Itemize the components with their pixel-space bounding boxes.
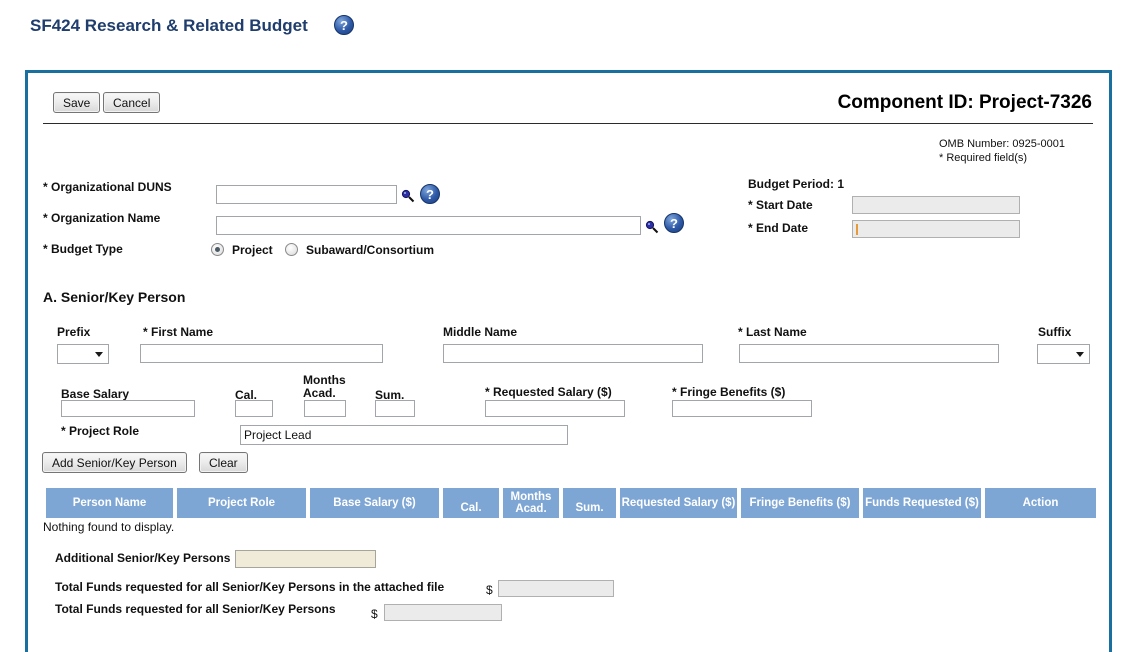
divider bbox=[43, 123, 1093, 124]
cal-input[interactable] bbox=[235, 400, 273, 417]
attached-total-label: Total Funds requested for all Senior/Key… bbox=[55, 580, 445, 594]
middle-name-label: Middle Name bbox=[443, 325, 518, 339]
months-acad-label: Months Acad. bbox=[303, 373, 346, 400]
last-name-input[interactable] bbox=[739, 344, 999, 363]
text-caret bbox=[856, 224, 858, 235]
col-action: Action bbox=[985, 488, 1096, 518]
base-salary-input[interactable] bbox=[61, 400, 195, 417]
clear-button[interactable]: Clear bbox=[199, 452, 248, 473]
last-name-label: * Last Name bbox=[738, 325, 807, 339]
middle-name-input[interactable] bbox=[443, 344, 703, 363]
sum-input[interactable] bbox=[375, 400, 415, 417]
col-fringe-benefits: Fringe Benefits ($) bbox=[741, 488, 859, 518]
requested-salary-label: * Requested Salary ($) bbox=[485, 385, 612, 399]
add-senior-key-person-button[interactable]: Add Senior/Key Person bbox=[42, 452, 187, 473]
start-date-input bbox=[852, 196, 1020, 214]
duns-search-icon[interactable] bbox=[401, 189, 415, 203]
sum-label: Sum. bbox=[375, 388, 405, 402]
col-project-role: Project Role bbox=[177, 488, 306, 518]
project-role-input[interactable] bbox=[240, 425, 568, 445]
attached-total-field bbox=[498, 580, 614, 597]
budget-type-option-project-label[interactable]: Project bbox=[232, 243, 273, 257]
prefix-select[interactable] bbox=[57, 344, 109, 364]
duns-help-icon[interactable]: ? bbox=[420, 184, 440, 204]
cancel-button[interactable]: Cancel bbox=[103, 92, 161, 113]
grand-total-currency: $ bbox=[371, 607, 378, 621]
grand-total-label: Total Funds requested for all Senior/Key… bbox=[55, 602, 336, 616]
col-requested-salary: Requested Salary ($) bbox=[620, 488, 737, 518]
budget-type-radio-subaward[interactable] bbox=[285, 243, 298, 256]
first-name-input[interactable] bbox=[140, 344, 383, 363]
prefix-label: Prefix bbox=[57, 325, 91, 339]
budget-type-radio-project[interactable] bbox=[211, 243, 224, 256]
additional-persons-label: Additional Senior/Key Persons bbox=[55, 551, 231, 565]
col-sum: Sum. bbox=[563, 488, 616, 518]
required-note: * Required field(s) bbox=[939, 152, 1028, 164]
save-button[interactable]: Save bbox=[53, 92, 101, 113]
empty-table-message: Nothing found to display. bbox=[43, 520, 175, 534]
section-a-heading: A. Senior/Key Person bbox=[43, 289, 186, 305]
attached-total-currency: $ bbox=[486, 583, 493, 597]
first-name-label: * First Name bbox=[143, 325, 214, 339]
duns-input[interactable] bbox=[216, 185, 397, 204]
org-name-search-icon[interactable] bbox=[645, 220, 659, 234]
org-name-help-icon[interactable]: ? bbox=[664, 213, 684, 233]
col-cal: Cal. bbox=[443, 488, 499, 518]
budget-type-label: * Budget Type bbox=[43, 242, 123, 256]
additional-persons-field[interactable] bbox=[235, 550, 376, 568]
cal-label: Cal. bbox=[235, 388, 258, 402]
persons-table-header: Person Name Project Role Base Salary ($)… bbox=[46, 488, 1096, 518]
requested-salary-input[interactable] bbox=[485, 400, 625, 417]
duns-label: * Organizational DUNS bbox=[43, 180, 172, 194]
end-date-input bbox=[852, 220, 1020, 238]
page-title: SF424 Research & Related Budget bbox=[30, 16, 308, 35]
project-role-label: * Project Role bbox=[61, 424, 140, 438]
component-id: Component ID: Project-7326 bbox=[837, 92, 1092, 113]
suffix-label: Suffix bbox=[1038, 325, 1072, 339]
col-person-name: Person Name bbox=[46, 488, 173, 518]
col-base-salary: Base Salary ($) bbox=[310, 488, 439, 518]
org-name-label: * Organization Name bbox=[43, 211, 161, 225]
col-funds-requested: Funds Requested ($) bbox=[863, 488, 981, 518]
omb-number: OMB Number: 0925-0001 bbox=[939, 138, 1065, 150]
budget-period-label: Budget Period: 1 bbox=[748, 177, 845, 191]
acad-months-input[interactable] bbox=[304, 400, 346, 417]
start-date-label: * Start Date bbox=[748, 198, 813, 212]
fringe-benefits-label: * Fringe Benefits ($) bbox=[672, 385, 786, 399]
suffix-select[interactable] bbox=[1037, 344, 1090, 364]
col-months-acad: Months Acad. bbox=[503, 488, 559, 518]
grand-total-field bbox=[384, 604, 502, 621]
end-date-label: * End Date bbox=[748, 221, 809, 235]
omb-block: OMB Number: 0925-0001 * Required field(s… bbox=[939, 137, 1065, 165]
org-name-input[interactable] bbox=[216, 216, 641, 235]
base-salary-label: Base Salary bbox=[61, 387, 130, 401]
page-help-icon[interactable]: ? bbox=[334, 15, 354, 35]
budget-type-option-subaward-label[interactable]: Subaward/Consortium bbox=[306, 243, 435, 257]
fringe-benefits-input[interactable] bbox=[672, 400, 812, 417]
